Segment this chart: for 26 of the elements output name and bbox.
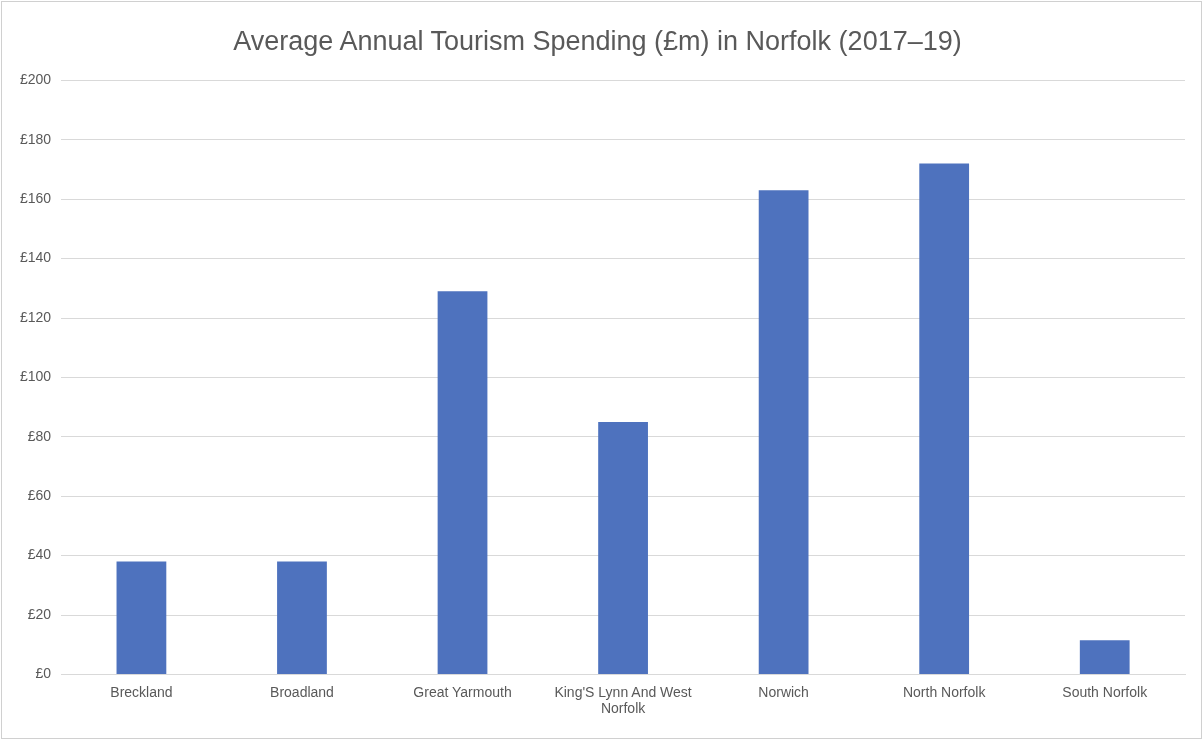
x-tick-label: Norwich [758, 683, 809, 700]
x-tick-label: North Norfolk [902, 683, 987, 700]
bar [437, 291, 488, 674]
y-tick-label: £80 [27, 427, 52, 444]
bar [758, 190, 809, 674]
y-tick-label: £200 [19, 71, 52, 88]
y-tick-label: £180 [19, 130, 52, 147]
chart-title: Average Annual Tourism Spending (£m) in Norfolk (2017–19) [233, 25, 962, 56]
y-tick-label: £160 [19, 190, 52, 207]
y-tick-label: £40 [27, 546, 52, 563]
y-tick-label: £60 [27, 487, 52, 504]
y-tick-label: £120 [19, 308, 52, 325]
bar [277, 561, 327, 674]
x-tick-label: King'S Lynn And West Norfolk [554, 683, 692, 717]
x-tick-label: Great Yarmouth [413, 683, 512, 700]
x-tick-label: Broadland [270, 683, 334, 700]
y-tick-label: £140 [19, 249, 52, 266]
x-tick-label: South Norfolk [1062, 683, 1149, 700]
y-tick-label: £0 [35, 665, 52, 682]
bar [116, 561, 167, 674]
bar [919, 163, 970, 674]
bar [598, 421, 648, 674]
bar [1079, 640, 1130, 674]
y-tick-label: £100 [19, 368, 52, 385]
x-tick-label: Breckland [110, 683, 173, 700]
y-tick-label: £20 [27, 605, 52, 622]
